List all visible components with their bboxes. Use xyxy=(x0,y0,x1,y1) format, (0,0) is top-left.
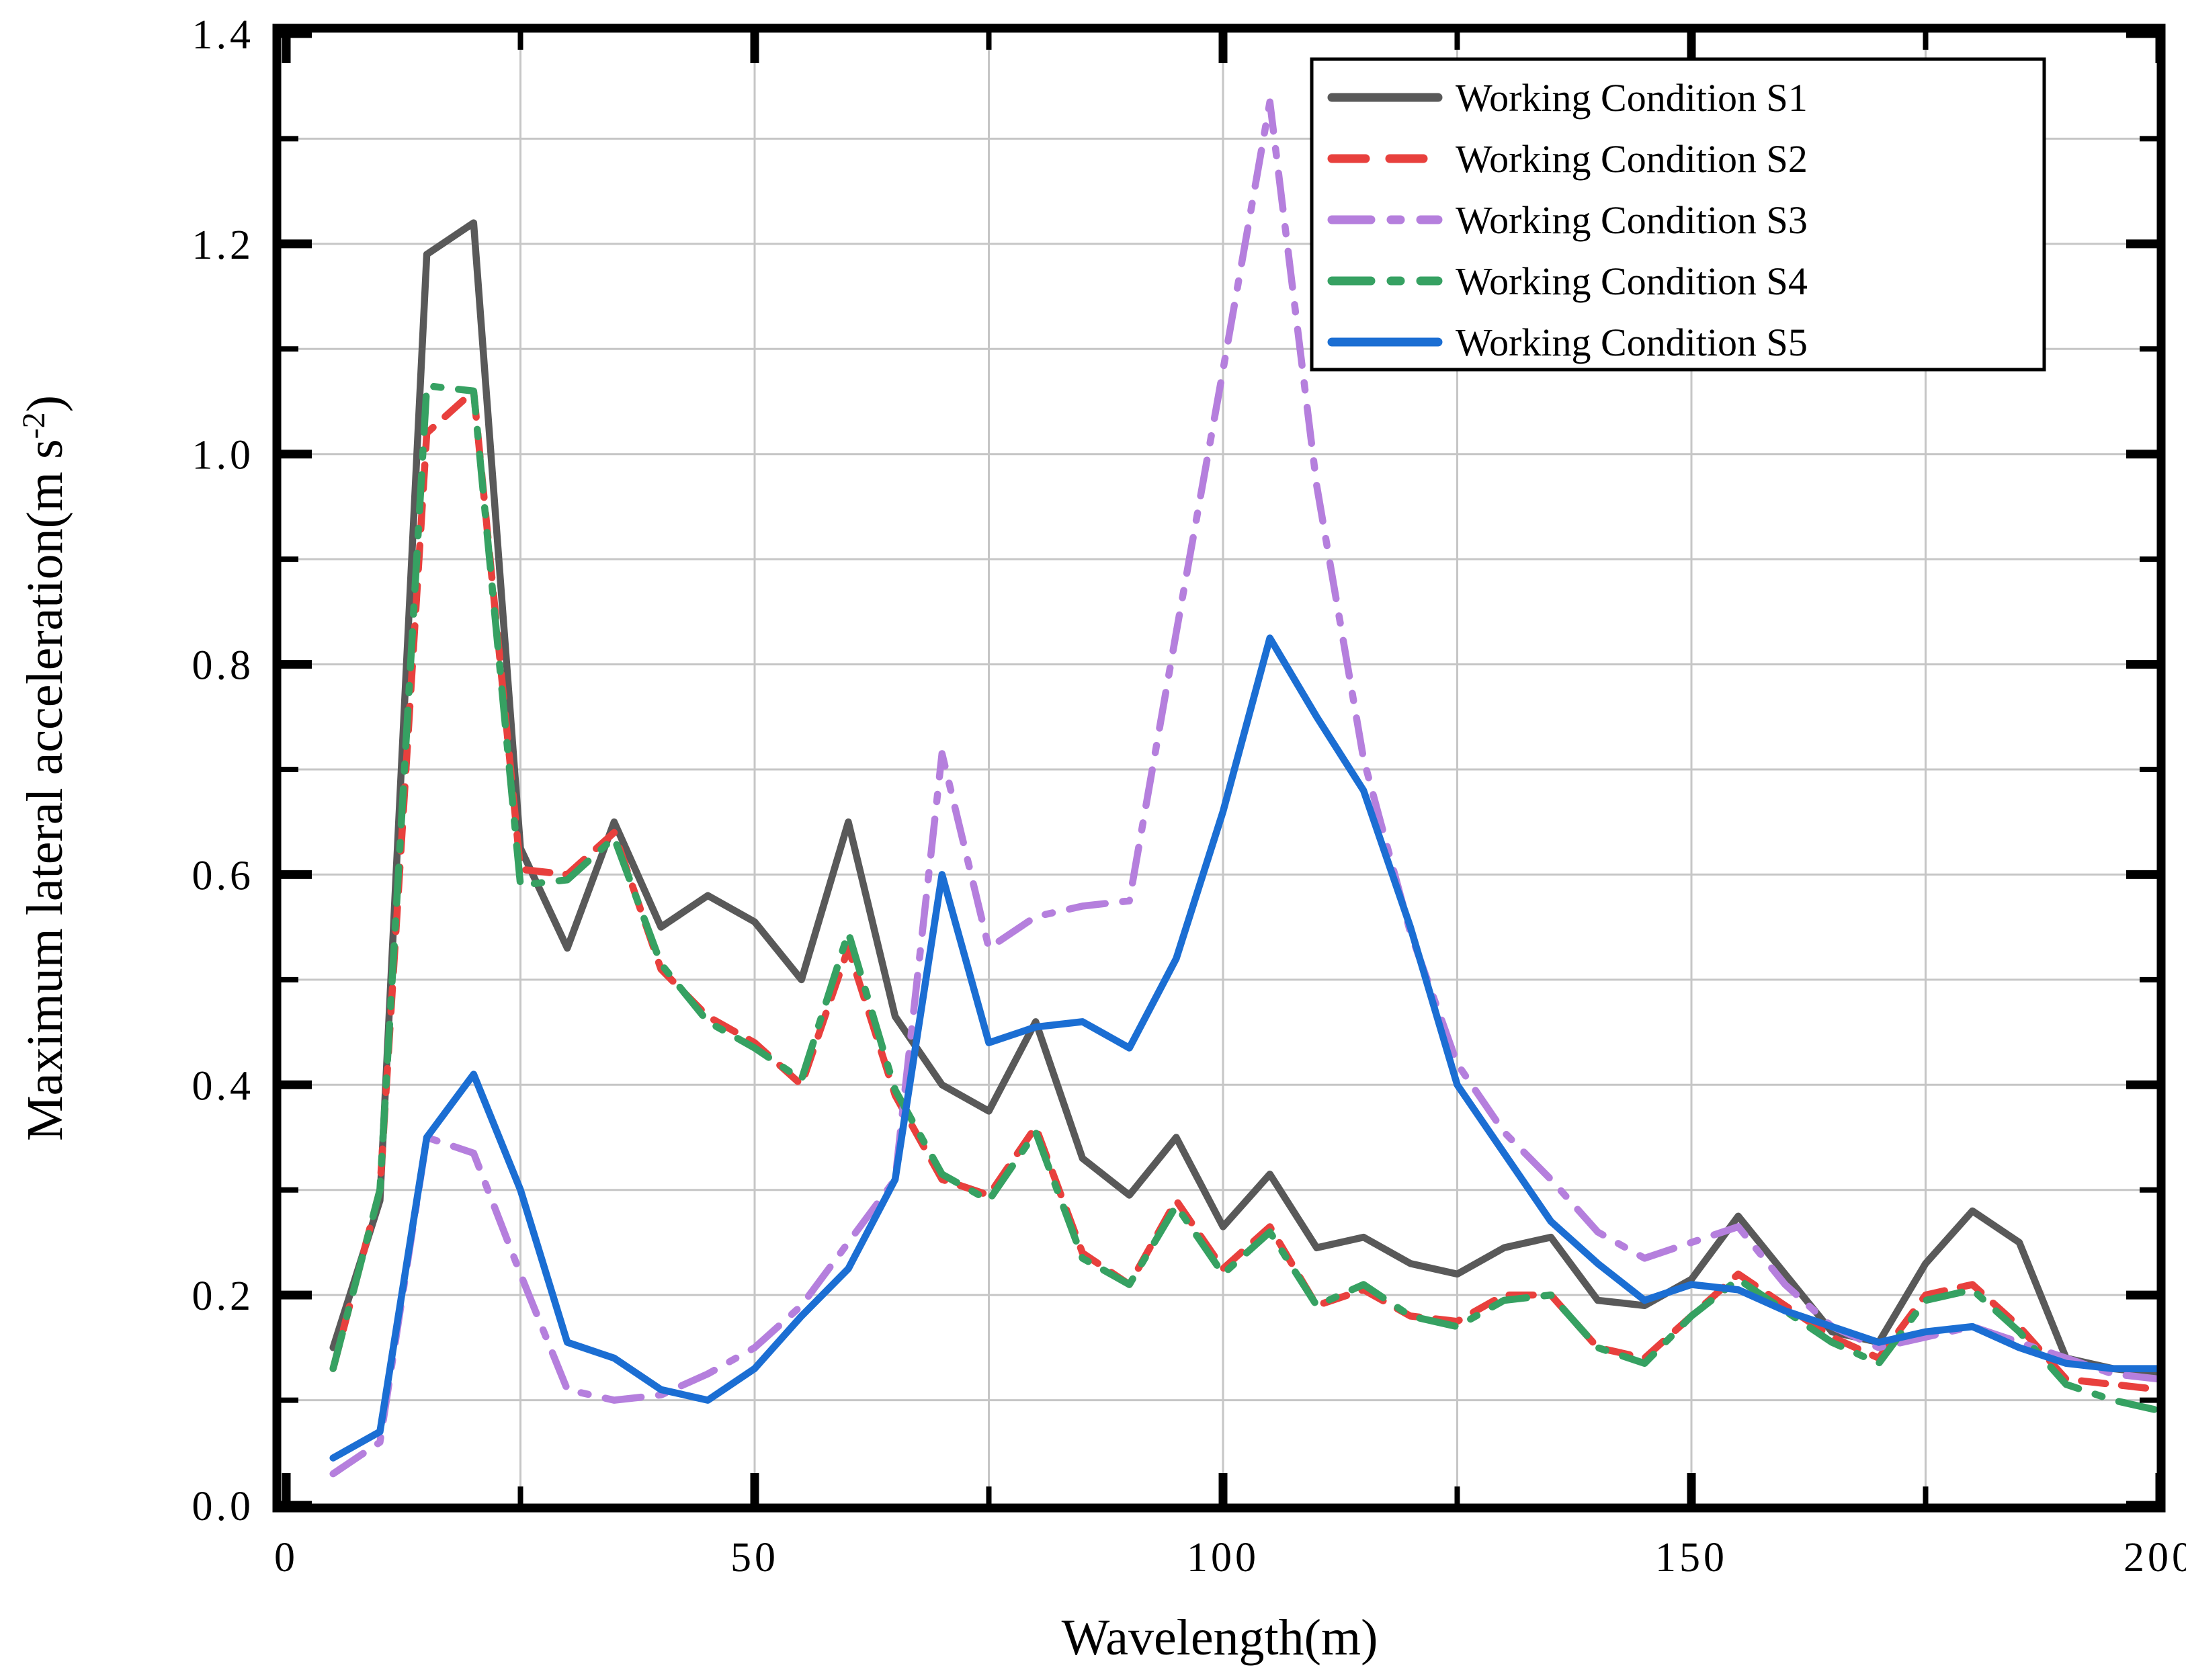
series-lines xyxy=(329,98,2164,1478)
legend-item-s5: Working Condition S5 xyxy=(1327,321,1808,364)
y-tick-label: 1.0 xyxy=(192,433,255,478)
legend-label-s1: Working Condition S1 xyxy=(1456,76,1808,120)
legend-label-s3: Working Condition S3 xyxy=(1456,198,1808,242)
legend-box xyxy=(1310,57,2046,372)
y-axis-title-main: Maximum lateral acceleration(m s xyxy=(17,439,73,1141)
y-tick-label: 1.4 xyxy=(192,12,255,58)
y-axis-title-close: ) xyxy=(17,395,73,412)
x-axis-title: Wavelength(m) xyxy=(1062,1609,1378,1666)
y-tick-label: 0.0 xyxy=(192,1484,255,1529)
series-line-s5 xyxy=(329,634,2164,1462)
legend: Working Condition S1 Working Condition S2… xyxy=(1310,57,2046,372)
legend-items: Working Condition S1 Working Condition S2… xyxy=(1327,76,1808,364)
y-tick-label: 0.4 xyxy=(192,1063,255,1109)
y-axis-title: Maximum lateral acceleration(m s-2) xyxy=(16,395,73,1141)
legend-item-s2: Working Condition S2 xyxy=(1327,137,1808,181)
legend-label-s2: Working Condition S2 xyxy=(1456,137,1808,181)
x-tick-labels: 0 50 100 150 200 xyxy=(274,1535,2186,1581)
y-tick-label: 1.2 xyxy=(192,222,255,268)
legend-item-s3: Working Condition S3 xyxy=(1327,198,1808,242)
y-tick-labels: 0.0 0.2 0.4 0.6 0.8 1.0 1.2 1.4 xyxy=(192,12,255,1529)
series-line-s1 xyxy=(329,219,2164,1378)
y-tick-label: 0.6 xyxy=(192,853,255,898)
y-tick-label: 0.2 xyxy=(192,1273,255,1319)
series-line-s2 xyxy=(329,387,2164,1394)
x-tick-label: 150 xyxy=(1655,1535,1728,1581)
legend-label-s4: Working Condition S4 xyxy=(1456,259,1808,303)
y-tick-label: 0.8 xyxy=(192,643,255,689)
x-tick-label: 200 xyxy=(2124,1535,2186,1581)
legend-item-s1: Working Condition S1 xyxy=(1327,76,1808,120)
series-line-s4 xyxy=(329,382,2164,1415)
axis-ticks xyxy=(281,29,2164,1510)
x-tick-label: 0 xyxy=(274,1535,298,1581)
legend-item-s4: Working Condition S4 xyxy=(1327,259,1808,303)
y-axis-title-superscript: -2 xyxy=(16,412,52,439)
x-tick-label: 50 xyxy=(730,1535,779,1581)
x-tick-label: 100 xyxy=(1187,1535,1259,1581)
plot-frame xyxy=(272,24,2166,1513)
legend-label-s5: Working Condition S5 xyxy=(1456,321,1808,364)
